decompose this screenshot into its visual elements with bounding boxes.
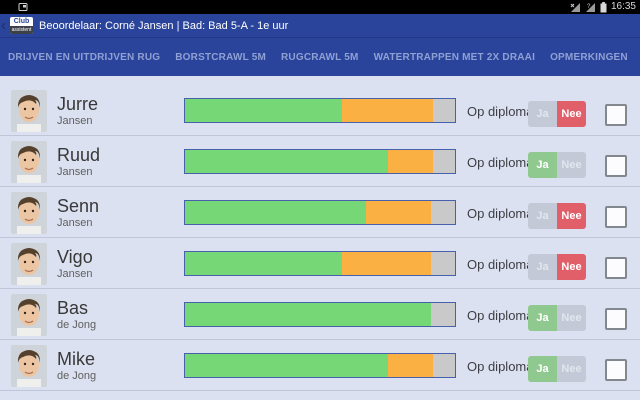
logo-text-top: Club [13,18,30,25]
app-bar: ‹ Club assistent Beoordelaar: Corné Jans… [0,14,640,38]
signal-no-sim-icon [570,2,580,12]
ja-button[interactable]: Ja [528,356,557,382]
progress-green-segment [185,252,342,275]
op-diploma-label: Op diploma [467,359,534,374]
student-photo [11,141,47,183]
page-title: Beoordelaar: Corné Jansen | Bad: Bad 5-A… [39,19,289,32]
student-first-name: Vigo [57,247,93,267]
student-photo [11,345,47,387]
svg-text:?: ? [587,4,591,10]
student-photo [11,294,47,336]
student-row: Jurre Jansen Op diploma Ja Nee [0,85,640,136]
progress-orange-segment [387,150,434,173]
student-row: Bas de Jong Op diploma Ja Nee [0,289,640,340]
diploma-toggle: Ja Nee [528,101,586,127]
progress-orange-segment [341,252,431,275]
student-photo [11,243,47,285]
progress-bar [184,149,456,174]
diploma-toggle: Ja Nee [528,152,586,178]
transfer-checkbox[interactable] [605,359,627,381]
student-first-name: Senn [57,196,100,216]
transfer-checkbox[interactable] [605,257,627,279]
ja-button[interactable]: Ja [528,305,557,331]
student-last-name: Jansen [57,115,93,127]
progress-orange-segment [341,99,434,122]
clock: 16:35 [610,1,636,12]
transfer-checkbox[interactable] [605,206,627,228]
progress-bar [184,302,456,327]
progress-green-segment [185,303,431,326]
tab-bar: DRIJVEN EN UITDRIJVEN RUG BORSTCRAWL 5M … [0,38,640,76]
diploma-toggle: Ja Nee [528,203,586,229]
student-first-name: Ruud [57,145,101,165]
student-list: Jurre Jansen Op diploma Ja Nee Ruud Jans… [0,76,640,391]
transfer-checkbox[interactable] [605,308,627,330]
progress-green-segment [185,201,366,224]
op-diploma-label: Op diploma [467,206,534,221]
ja-button[interactable]: Ja [528,203,557,229]
student-last-name: Jansen [57,166,93,178]
progress-orange-segment [387,354,434,377]
tab-opmerkingen[interactable]: OPMERKINGEN [550,51,628,63]
student-first-name: Jurre [57,94,99,114]
progress-bar [184,200,456,225]
student-last-name: de Jong [57,370,97,382]
student-last-name: Jansen [57,217,93,229]
progress-green-segment [185,354,388,377]
nee-button[interactable]: Nee [557,101,586,127]
student-row: Ruud Jansen Op diploma Ja Nee [0,136,640,187]
progress-green-segment [185,99,342,122]
progress-bar [184,251,456,276]
ja-button[interactable]: Ja [528,254,557,280]
back-icon[interactable]: ‹ [1,18,6,33]
progress-bar [184,98,456,123]
diploma-toggle: Ja Nee [528,305,586,331]
op-diploma-label: Op diploma [467,308,534,323]
progress-bar [184,353,456,378]
logo-text-bottom: assistent [10,26,33,34]
screenshot-notification-icon [18,3,28,11]
student-first-name: Bas [57,298,89,318]
op-diploma-label: Op diploma [467,155,534,170]
tab-rugcrawl-5m[interactable]: RUGCRAWL 5M [281,51,359,63]
student-row: Mike de Jong Op diploma Ja Nee [0,340,640,391]
transfer-checkbox[interactable] [605,104,627,126]
student-photo [11,90,47,132]
progress-green-segment [185,150,388,173]
transfer-checkbox[interactable] [605,155,627,177]
nee-button[interactable]: Nee [557,203,586,229]
op-diploma-label: Op diploma [467,104,534,119]
diploma-toggle: Ja Nee [528,356,586,382]
op-diploma-label: Op diploma [467,257,534,272]
student-row: Senn Jansen Op diploma Ja Nee [0,187,640,238]
student-row: Vigo Jansen Op diploma Ja Nee [0,238,640,289]
student-photo [11,192,47,234]
nee-button[interactable]: Nee [557,152,586,178]
club-assistent-logo[interactable]: Club assistent [10,17,33,34]
nee-button[interactable]: Nee [557,254,586,280]
student-last-name: Jansen [57,268,93,280]
battery-icon [600,1,607,12]
ja-button[interactable]: Ja [528,152,557,178]
progress-orange-segment [365,201,431,224]
tab-drijven-en-uitdrijven-rug[interactable]: DRIJVEN EN UITDRIJVEN RUG [8,51,161,63]
tab-watertrappen-met-2x-draai[interactable]: WATERTRAPPEN MET 2X DRAAI [373,51,536,63]
signal-unknown-icon: ? [585,2,595,12]
nee-button[interactable]: Nee [557,356,586,382]
student-first-name: Mike [57,349,96,369]
diploma-toggle: Ja Nee [528,254,586,280]
status-bar: ? 16:35 [0,0,640,14]
student-last-name: de Jong [57,319,97,331]
ja-button[interactable]: Ja [528,101,557,127]
tab-borstcrawl-5m[interactable]: BORSTCRAWL 5M [175,51,266,63]
nee-button[interactable]: Nee [557,305,586,331]
